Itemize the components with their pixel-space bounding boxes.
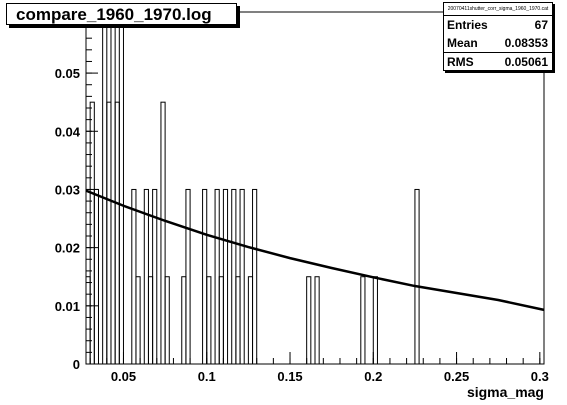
histogram-bin (118, 14, 124, 365)
x-tick-label: 0.05 (111, 369, 136, 384)
y-tick-label: 0.03 (55, 182, 80, 197)
histogram-bin (414, 188, 420, 365)
histogram-layer (85, 14, 420, 365)
histogram-bin (247, 276, 254, 365)
x-tick-label: 0.25 (444, 369, 469, 384)
stats-label: Entries (447, 18, 488, 32)
stats-value: 67 (534, 18, 548, 32)
histogram-bin (131, 188, 137, 365)
x-axis-title: sigma_mag (467, 384, 544, 400)
stats-value: 0.08353 (504, 36, 548, 50)
histogram-bin (231, 188, 237, 365)
stats-box: 20070411shutter_corr_sigma_1960_1970.cat… (443, 2, 553, 71)
histogram-bin (235, 276, 241, 365)
histogram-bin (314, 276, 320, 365)
histogram-bin (202, 188, 208, 365)
histogram-bin (360, 276, 366, 365)
histogram-bin (160, 101, 166, 365)
histogram-bin (372, 276, 378, 365)
histogram-bin (185, 188, 191, 365)
histogram-bin (85, 276, 91, 365)
histogram-bin (114, 101, 120, 365)
x-tick-label: 0.1 (198, 369, 216, 384)
histogram-bin (93, 188, 99, 365)
y-tick-label: 0.02 (55, 241, 80, 256)
stats-value: 0.05061 (504, 55, 548, 69)
stats-row-rms: RMS 0.05061 (444, 52, 552, 71)
histogram-bin (252, 188, 258, 365)
x-tick-label: 0.15 (277, 369, 302, 384)
y-tick-label: 0 (73, 357, 80, 372)
histogram-bin (89, 101, 95, 365)
y-tick-label: 0.01 (55, 299, 80, 314)
histogram-bin (110, 14, 116, 365)
histogram-bin (214, 188, 220, 365)
histogram-bin (222, 188, 229, 365)
histogram-bin (239, 188, 245, 365)
histogram-bin (106, 101, 112, 365)
histogram-bin (181, 276, 187, 365)
y-tick-label: 0.04 (55, 124, 81, 139)
stats-row-mean: Mean 0.08353 (444, 34, 552, 52)
stats-label: Mean (447, 36, 478, 50)
histogram-bin (206, 276, 212, 365)
stats-label: RMS (447, 55, 474, 69)
plot-title: compare_1960_1970.log (6, 3, 237, 25)
stats-row-entries: Entries 67 (444, 16, 552, 34)
histogram-bin (135, 276, 141, 365)
fit-layer (85, 189, 545, 312)
histogram-bin (147, 276, 154, 365)
fit-curve (85, 189, 545, 312)
stats-histogram-name: 20070411shutter_corr_sigma_1960_1970.cat (444, 3, 552, 16)
y-tick-label: 0.05 (55, 66, 80, 81)
histogram-bin (218, 276, 224, 365)
histogram-bin (164, 276, 170, 365)
x-tick-label: 0.3 (531, 369, 549, 384)
histogram-bin (102, 14, 108, 365)
x-tick-label: 0.2 (364, 369, 382, 384)
histogram-bin (306, 276, 312, 365)
histogram-bin (152, 188, 158, 365)
